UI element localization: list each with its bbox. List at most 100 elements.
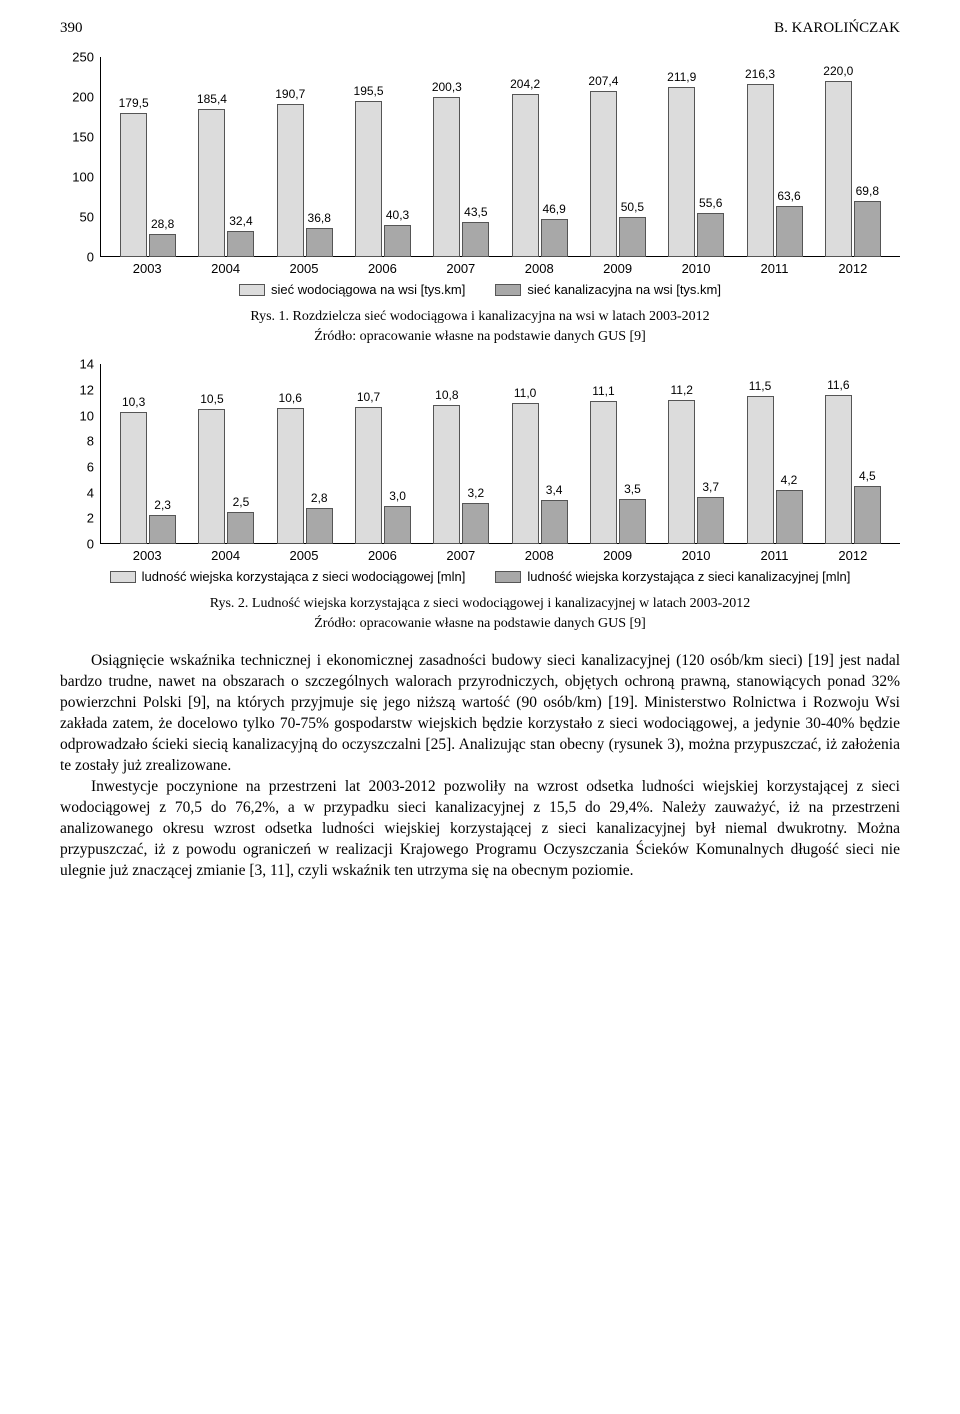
bar-value-label: 2,8 xyxy=(311,491,328,505)
xlabel: 2008 xyxy=(500,548,578,563)
caption1-source: Źródło: opracowanie własne na podstawie … xyxy=(60,327,900,347)
bar: 10,5 xyxy=(198,409,225,544)
bar-group: 185,432,4 xyxy=(187,57,265,257)
bar-value-label: 10,3 xyxy=(122,395,145,409)
ytick: 14 xyxy=(80,357,94,372)
bar: 207,4 xyxy=(590,91,617,257)
ytick: 100 xyxy=(72,170,94,185)
bar-value-label: 3,2 xyxy=(467,486,484,500)
ytick: 8 xyxy=(87,434,94,449)
xlabel: 2004 xyxy=(186,261,264,276)
bar: 185,4 xyxy=(198,109,225,257)
xlabel: 2006 xyxy=(343,261,421,276)
legend-swatch xyxy=(495,571,521,583)
bar-value-label: 36,8 xyxy=(308,211,331,225)
bar-group: 10,73,0 xyxy=(344,364,422,544)
xlabel: 2011 xyxy=(735,261,813,276)
bar-value-label: 200,3 xyxy=(432,80,462,94)
ytick: 2 xyxy=(87,511,94,526)
caption-2: Rys. 2. Ludność wiejska korzystająca z s… xyxy=(60,594,900,633)
bar: 195,5 xyxy=(355,101,382,257)
bar-value-label: 3,5 xyxy=(624,482,641,496)
ytick: 150 xyxy=(72,130,94,145)
bar-group: 11,23,7 xyxy=(657,364,735,544)
bar-group: 10,52,5 xyxy=(187,364,265,544)
author-name: B. KAROLIŃCZAK xyxy=(774,20,900,37)
xlabel: 2004 xyxy=(186,548,264,563)
page-header: 390 B. KAROLIŃCZAK xyxy=(60,20,900,37)
bar: 3,7 xyxy=(697,497,724,545)
bar-value-label: 195,5 xyxy=(354,84,384,98)
bar-value-label: 11,1 xyxy=(592,384,614,398)
bar: 11,1 xyxy=(590,401,617,544)
bar: 10,3 xyxy=(120,412,147,544)
chart-2: 02468101214 10,32,310,52,510,62,810,73,0… xyxy=(60,364,900,584)
chart-1: 050100150200250 179,528,8185,432,4190,73… xyxy=(60,57,900,297)
bar: 32,4 xyxy=(227,231,254,257)
xlabel: 2007 xyxy=(422,261,500,276)
chart1-xaxis: 2003200420052006200720082009201020112012 xyxy=(100,257,900,276)
bar-value-label: 207,4 xyxy=(588,74,618,88)
caption-1: Rys. 1. Rozdzielcza sieć wodociągowa i k… xyxy=(60,307,900,346)
bar: 40,3 xyxy=(384,225,411,257)
bar-group: 11,54,2 xyxy=(735,364,813,544)
bar-value-label: 179,5 xyxy=(119,96,149,110)
ytick: 200 xyxy=(72,90,94,105)
xlabel: 2009 xyxy=(578,548,656,563)
legend-label: sieć wodociągowa na wsi [tys.km] xyxy=(271,282,465,297)
bar-value-label: 4,5 xyxy=(859,469,876,483)
xlabel: 2005 xyxy=(265,261,343,276)
bar: 3,0 xyxy=(384,506,411,545)
bar-value-label: 46,9 xyxy=(542,202,565,216)
legend-swatch xyxy=(110,571,136,583)
bar-value-label: 11,0 xyxy=(514,386,536,400)
bar-group: 11,03,4 xyxy=(500,364,578,544)
bar-value-label: 32,4 xyxy=(229,214,252,228)
ytick: 12 xyxy=(80,382,94,397)
bar: 10,8 xyxy=(433,405,460,544)
bar: 3,2 xyxy=(462,503,489,544)
bar: 2,3 xyxy=(149,515,176,545)
bar-value-label: 43,5 xyxy=(464,205,487,219)
bar-group: 220,0 69,8 xyxy=(814,57,892,257)
chart1-legend: sieć wodociągowa na wsi [tys.km] sieć kan… xyxy=(60,282,900,297)
bar: 4,2 xyxy=(776,490,803,544)
xlabel: 2010 xyxy=(657,548,735,563)
legend-swatch xyxy=(495,284,521,296)
legend-item: sieć kanalizacyjna na wsi [tys.km] xyxy=(495,282,721,297)
bar: 2,8 xyxy=(306,508,333,544)
bar-value-label: 11,2 xyxy=(670,383,692,397)
caption1-title: Rys. 1. Rozdzielcza sieć wodociągowa i k… xyxy=(60,307,900,327)
bar: 50,5 xyxy=(619,217,646,257)
bar-value-label: 69,8 xyxy=(856,184,879,198)
bar-value-label: 11,5 xyxy=(749,379,771,393)
bar-value-label: 40,3 xyxy=(386,208,409,222)
caption2-source: Źródło: opracowanie własne na podstawie … xyxy=(60,614,900,634)
bar-group: 179,5 28,8 xyxy=(109,57,187,257)
bar-group: 10,83,2 xyxy=(422,364,500,544)
bar: 220,0 xyxy=(825,81,852,257)
xlabel: 2008 xyxy=(500,261,578,276)
xlabel: 2003 xyxy=(108,261,186,276)
xlabel: 2003 xyxy=(108,548,186,563)
bar-group: 211,955,6 xyxy=(657,57,735,257)
chart2-yaxis: 02468101214 xyxy=(60,364,100,544)
bar: 2,5 xyxy=(227,512,254,544)
bar-value-label: 3,7 xyxy=(702,480,719,494)
bar: 179,5 xyxy=(120,113,147,257)
bar: 55,6 xyxy=(697,213,724,257)
bar: 11,2 xyxy=(668,400,695,544)
bar: 11,5 xyxy=(747,396,774,544)
chart2-plot: 10,32,310,52,510,62,810,73,010,83,211,03… xyxy=(100,364,900,544)
bar: 63,6 xyxy=(776,206,803,257)
bar-value-label: 28,8 xyxy=(151,217,174,231)
bar: 10,6 xyxy=(277,408,304,544)
bar-value-label: 2,5 xyxy=(233,495,250,509)
bar: 3,5 xyxy=(619,499,646,544)
xlabel: 2010 xyxy=(657,261,735,276)
bar-group: 200,3 43,5 xyxy=(422,57,500,257)
paragraph-1: Osiągnięcie wskaźnika technicznej i ekon… xyxy=(60,651,900,777)
bar: 46,9 xyxy=(541,219,568,257)
bar-group: 190,736,8 xyxy=(266,57,344,257)
xlabel: 2012 xyxy=(814,261,892,276)
